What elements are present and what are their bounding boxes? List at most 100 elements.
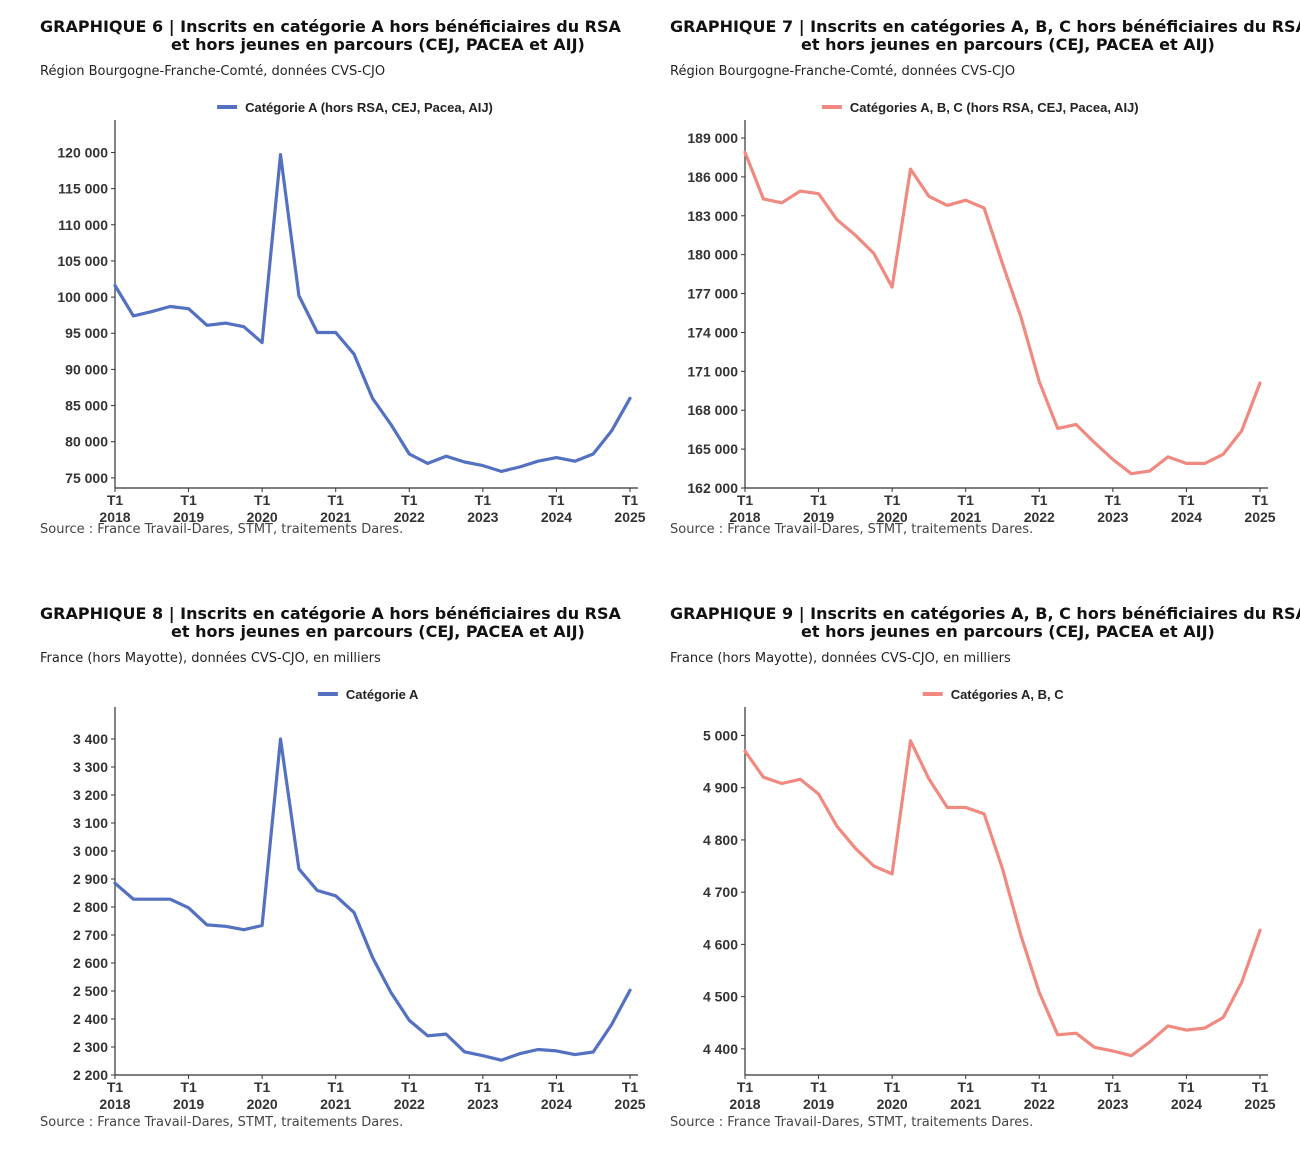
chart-source: Source : France Travail-Dares, STMT, tra… (670, 522, 1034, 537)
data-point (1185, 1029, 1188, 1032)
data-point (1001, 867, 1004, 870)
x-tick-label-year: 2022 (1024, 509, 1055, 525)
x-tick-label-quarter: T1 (254, 492, 271, 508)
data-point (872, 252, 875, 255)
data-point (1019, 315, 1022, 318)
data-point (426, 1034, 429, 1037)
data-point (629, 989, 632, 992)
data-point (1167, 1024, 1170, 1027)
data-point (629, 397, 632, 400)
y-tick-label: 2 900 (73, 871, 108, 887)
data-point (150, 898, 153, 901)
series-line (743, 150, 1262, 476)
x-tick-label-quarter: T1 (401, 492, 418, 508)
data-point (964, 199, 967, 202)
data-point (1075, 1032, 1078, 1035)
x-tick-label-quarter: T1 (810, 492, 827, 508)
data-point (1038, 380, 1041, 383)
x-tick-label-year: 2020 (247, 1096, 278, 1112)
data-point (537, 1048, 540, 1051)
chart-title: GRAPHIQUE 9 | Inscrits en catégories A, … (670, 605, 1300, 641)
chart-subtitle: France (hors Mayotte), données CVS-CJO, … (670, 651, 1011, 666)
data-point (891, 872, 894, 875)
data-point (799, 190, 802, 193)
data-point (1075, 423, 1078, 426)
data-point (854, 847, 857, 850)
data-point (132, 898, 135, 901)
y-tick-label: 2 500 (73, 983, 108, 999)
y-tick-label: 3 200 (73, 787, 108, 803)
x-tick-label-year: 2019 (173, 509, 204, 525)
data-point (297, 867, 300, 870)
x-tick-label-year: 2023 (1097, 509, 1128, 525)
y-tick-label: 183 000 (687, 208, 738, 224)
y-tick-label: 80 000 (65, 434, 108, 450)
data-point (1240, 430, 1243, 433)
y-tick-label: 105 000 (57, 253, 108, 269)
y-tick-label: 4 700 (703, 884, 738, 900)
y-tick-label: 85 000 (65, 398, 108, 414)
x-tick-label-year: 2024 (1171, 509, 1202, 525)
data-point (334, 894, 337, 897)
data-point (1093, 441, 1096, 444)
data-point (445, 1033, 448, 1036)
data-point (187, 307, 190, 310)
data-point (481, 1054, 484, 1057)
x-tick-label-year: 2024 (541, 509, 572, 525)
data-point (389, 423, 392, 426)
chart-svg: Catégories A, B, C 4 400 4 500 4 600 4 700 4 … (703, 687, 1276, 1112)
data-point (261, 341, 264, 344)
data-point (1203, 462, 1206, 465)
data-point (1185, 462, 1188, 465)
chart-panel-9: GRAPHIQUE 9 | Inscrits en catégories A, … (670, 605, 1300, 1165)
data-point (371, 956, 374, 959)
data-point (1203, 1027, 1206, 1030)
legend-label: Catégories A, B, C (951, 687, 1065, 702)
data-point (1056, 1033, 1059, 1036)
data-point (408, 1019, 411, 1022)
y-tick-label: 3 400 (73, 731, 108, 747)
x-tick-label-quarter: T1 (475, 492, 492, 508)
chart-subtitle: France (hors Mayotte), données CVS-CJO, … (40, 651, 381, 666)
y-tick-label: 189 000 (687, 130, 738, 146)
y-tick-label: 3 000 (73, 843, 108, 859)
x-tick-label-year: 2019 (803, 1096, 834, 1112)
legend: Catégories A, B, C (922, 687, 1065, 702)
x-tick-label-year: 2018 (729, 509, 760, 525)
y-tick-label: 75 000 (65, 470, 108, 486)
data-point (463, 461, 466, 464)
chart-title-line2: et hors jeunes en parcours (CEJ, PACEA e… (801, 35, 1215, 54)
x-tick-label-quarter: T1 (737, 492, 754, 508)
data-point (1001, 262, 1004, 265)
data-point (780, 201, 783, 204)
x-tick-label-quarter: T1 (622, 1079, 639, 1095)
y-tick-label: 168 000 (687, 402, 738, 418)
x-tick-label-year: 2021 (950, 1096, 981, 1112)
y-tick-label: 100 000 (57, 289, 108, 305)
data-point (780, 782, 783, 785)
data-point (1019, 934, 1022, 937)
data-point (481, 464, 484, 467)
data-point (1130, 472, 1133, 475)
chart-subtitle: Région Bourgogne-Franche-Comté, données … (670, 64, 1016, 79)
data-point (817, 192, 820, 195)
y-tick-label: 4 500 (703, 989, 738, 1005)
data-point (1111, 458, 1114, 461)
data-point (555, 1049, 558, 1052)
y-tick-label: 115 000 (58, 181, 108, 197)
data-point (836, 825, 839, 828)
x-tick-label-year: 2019 (173, 1096, 204, 1112)
y-tick-label: 3 300 (73, 759, 108, 775)
x-tick-label-year: 2021 (320, 509, 351, 525)
x-tick-label-quarter: T1 (884, 1079, 901, 1095)
data-point (1148, 1041, 1151, 1044)
data-point (316, 889, 319, 892)
x-tick-label-year: 2020 (877, 509, 908, 525)
x-tick-label-quarter: T1 (1178, 1079, 1195, 1095)
x-tick-label-quarter: T1 (107, 1079, 124, 1095)
legend-label: Catégorie A (hors RSA, CEJ, Pacea, AIJ) (245, 100, 493, 115)
data-point (389, 991, 392, 994)
data-point (500, 470, 503, 473)
chart-svg: Catégorie A 2 200 2 300 2 400 2 500 2 600 2 70… (73, 687, 646, 1112)
y-tick-label: 171 000 (687, 363, 738, 379)
